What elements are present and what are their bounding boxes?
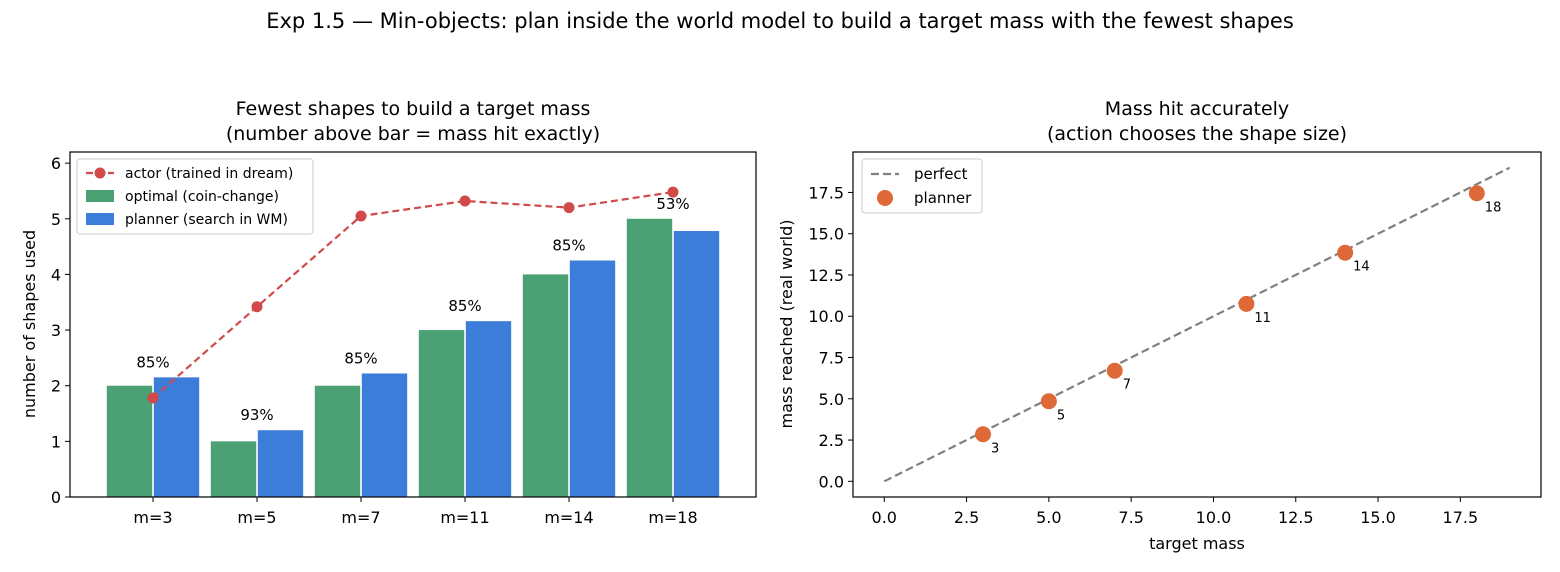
x-tick-label: m=11 bbox=[440, 508, 489, 527]
optimal-bar bbox=[418, 330, 465, 497]
y-tick-label: 0 bbox=[51, 488, 61, 507]
y-tick-label: 0.0 bbox=[819, 472, 844, 491]
y-tick-label: 12.5 bbox=[808, 266, 844, 285]
planner-point bbox=[975, 426, 992, 443]
point-label: 18 bbox=[1485, 200, 1502, 215]
optimal-bar bbox=[314, 385, 361, 497]
x-tick-label: 2.5 bbox=[954, 508, 979, 527]
figure-suptitle: Exp 1.5 — Min-objects: plan inside the w… bbox=[266, 9, 1294, 33]
x-tick-label: 5.0 bbox=[1036, 508, 1061, 527]
planner-bar bbox=[673, 231, 720, 498]
x-tick-label: 15.0 bbox=[1360, 508, 1396, 527]
x-tick-label: m=5 bbox=[237, 508, 276, 527]
y-tick-label: 5.0 bbox=[819, 390, 844, 409]
y-tick-label: 2.5 bbox=[819, 431, 844, 450]
optimal-bar bbox=[522, 274, 569, 497]
legend-planner-marker bbox=[877, 190, 893, 206]
optimal-bar bbox=[210, 441, 257, 497]
actor-point bbox=[147, 392, 159, 404]
point-label: 3 bbox=[991, 441, 999, 456]
shapes-bar-chart: Fewest shapes to build a target mass (nu… bbox=[20, 98, 757, 527]
actor-point bbox=[563, 202, 575, 214]
legend-label: planner (search in WM) bbox=[125, 212, 288, 228]
y-tick-label: 3 bbox=[51, 321, 61, 340]
point-label: 14 bbox=[1353, 260, 1370, 275]
scatter-chart-x-axis-label: target mass bbox=[1149, 534, 1245, 553]
legend-optimal-swatch bbox=[86, 190, 114, 202]
planner-point bbox=[1468, 185, 1485, 202]
mass-scatter-chart: Mass hit accurately (action chooses the … bbox=[777, 98, 1542, 553]
x-tick-label: m=3 bbox=[133, 508, 172, 527]
actor-point bbox=[251, 301, 263, 313]
mass-hit-label: 93% bbox=[240, 406, 273, 424]
optimal-bar bbox=[106, 385, 153, 497]
legend-label: planner bbox=[914, 189, 972, 207]
y-tick-label: 6 bbox=[51, 154, 61, 173]
y-tick-label: 1 bbox=[51, 432, 61, 451]
y-tick-label: 4 bbox=[51, 265, 61, 284]
legend-actor-marker bbox=[94, 167, 106, 179]
planner-bar bbox=[257, 430, 304, 497]
x-tick-label: 7.5 bbox=[1118, 508, 1143, 527]
x-tick-label: m=14 bbox=[544, 508, 593, 527]
scatter-chart-subtitle: (action chooses the shape size) bbox=[1047, 123, 1347, 145]
bar-chart-frame bbox=[69, 151, 757, 498]
point-label: 11 bbox=[1254, 311, 1271, 326]
mass-hit-label: 85% bbox=[448, 297, 481, 315]
x-tick-label: 10.0 bbox=[1196, 508, 1232, 527]
legend-planner-swatch bbox=[86, 213, 114, 225]
scatter-chart-y-axis-label: mass reached (real world) bbox=[777, 220, 796, 429]
y-tick-label: 2 bbox=[51, 377, 61, 396]
planner-point bbox=[1337, 244, 1354, 261]
bar-chart-y-axis-label: number of shapes used bbox=[20, 230, 39, 418]
actor-point bbox=[459, 195, 471, 207]
bar-chart-title: Fewest shapes to build a target mass bbox=[236, 98, 591, 120]
scatter-chart-title: Mass hit accurately bbox=[1105, 98, 1289, 120]
actor-line bbox=[152, 190, 674, 399]
planner-bar bbox=[465, 321, 512, 497]
y-tick-label: 17.5 bbox=[808, 183, 844, 202]
planner-point bbox=[1040, 393, 1057, 410]
planner-point bbox=[1238, 295, 1255, 312]
legend-label: perfect bbox=[914, 165, 968, 183]
planner-point bbox=[1106, 362, 1123, 379]
planner-bar bbox=[153, 377, 200, 497]
mass-hit-label: 53% bbox=[656, 195, 689, 213]
planner-bar bbox=[569, 260, 616, 497]
y-tick-label: 5 bbox=[51, 210, 61, 229]
point-label: 5 bbox=[1057, 408, 1065, 423]
mass-hit-label: 85% bbox=[344, 349, 377, 367]
planner-bar bbox=[361, 373, 408, 497]
perfect-line bbox=[883, 166, 1511, 483]
x-tick-label: 12.5 bbox=[1278, 508, 1314, 527]
x-tick-label: m=7 bbox=[341, 508, 380, 527]
y-tick-label: 15.0 bbox=[808, 225, 844, 244]
actor-point bbox=[667, 186, 679, 198]
x-tick-label: m=18 bbox=[648, 508, 697, 527]
legend-label: optimal (coin-change) bbox=[125, 189, 279, 205]
optimal-bar bbox=[626, 218, 673, 497]
point-label: 7 bbox=[1123, 378, 1131, 393]
bar-chart-legend bbox=[76, 158, 314, 235]
scatter-chart-frame bbox=[852, 151, 1542, 498]
bar-chart-subtitle: (number above bar = mass hit exactly) bbox=[226, 123, 600, 145]
x-tick-label: 17.5 bbox=[1443, 508, 1479, 527]
actor-point bbox=[355, 210, 367, 222]
y-tick-label: 10.0 bbox=[808, 307, 844, 326]
mass-hit-label: 85% bbox=[552, 237, 585, 255]
x-tick-label: 0.0 bbox=[872, 508, 897, 527]
mass-hit-label: 85% bbox=[136, 353, 169, 371]
legend-label: actor (trained in dream) bbox=[125, 166, 293, 182]
y-tick-label: 7.5 bbox=[819, 349, 844, 368]
